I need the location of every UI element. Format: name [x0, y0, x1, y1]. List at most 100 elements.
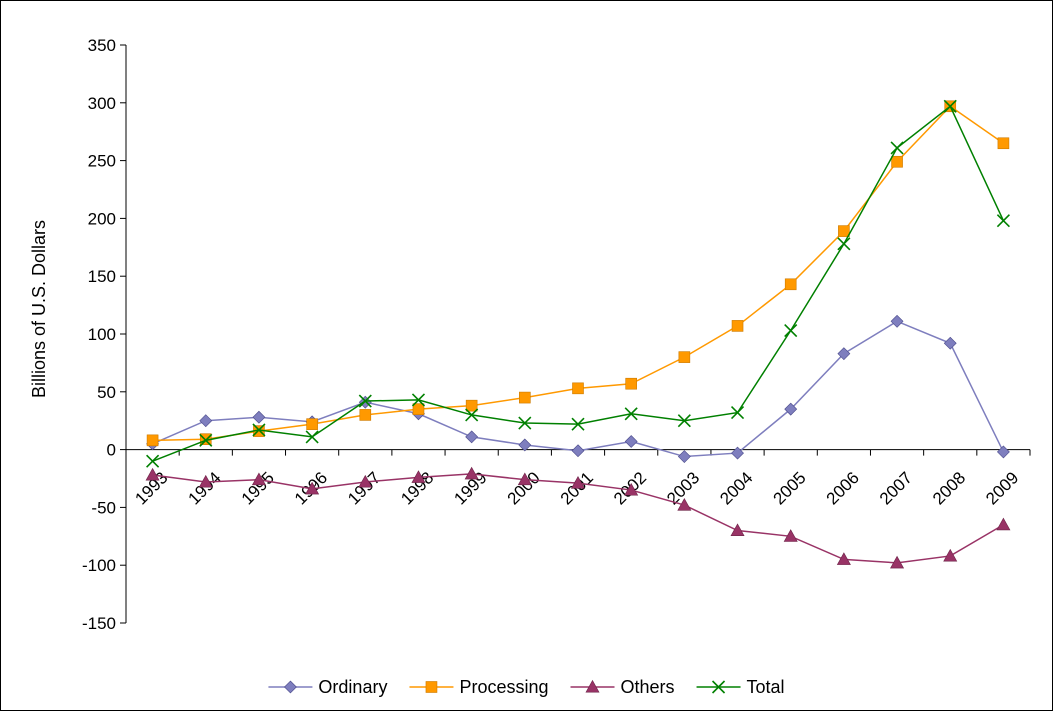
data-point-others: [943, 548, 958, 562]
legend-label: Ordinary: [318, 677, 387, 697]
data-point-ordinary: [784, 402, 798, 416]
data-point-others: [996, 517, 1011, 531]
data-point-ordinary: [996, 445, 1010, 459]
data-point-ordinary: [199, 414, 213, 428]
data-point-processing: [359, 409, 372, 421]
x-tick-label: 2008: [929, 468, 969, 508]
data-point-others: [145, 467, 160, 481]
data-point-total: [730, 406, 745, 420]
data-point-total: [252, 423, 266, 437]
x-tick-label: 2005: [770, 468, 810, 508]
legend-label: Others: [621, 677, 675, 697]
series-line-total: [152, 105, 1005, 462]
data-point-others: [783, 529, 798, 542]
data-point-processing: [838, 225, 850, 237]
legend-marker: [711, 680, 726, 694]
y-axis-title: Billions of U.S. Dollars: [29, 220, 49, 398]
y-tick-label: 350: [88, 36, 116, 55]
data-point-total: [677, 414, 691, 428]
data-point-processing: [731, 320, 744, 332]
data-point-ordinary: [465, 430, 479, 444]
data-point-processing: [412, 403, 425, 415]
data-point-others: [730, 523, 745, 537]
data-point-total: [996, 214, 1010, 228]
legend-label: Total: [747, 677, 785, 697]
data-point-total: [305, 430, 319, 444]
data-point-total: [571, 417, 585, 431]
legend-item-total: Total: [696, 677, 785, 697]
legend: Ordinary Processing Others Total: [268, 677, 785, 697]
data-point-processing: [146, 434, 159, 447]
y-tick-label: 250: [88, 152, 116, 171]
data-point-ordinary: [837, 347, 851, 361]
x-tick-label: 2004: [716, 468, 756, 508]
x-tick-label: 1994: [185, 468, 225, 508]
x-tick-label: 2009: [982, 468, 1022, 508]
data-point-total: [624, 407, 638, 421]
series-total: [146, 99, 1010, 468]
series-processing: [146, 100, 1010, 447]
series-others: [145, 466, 1011, 569]
legend-item-processing: Processing: [409, 677, 549, 697]
data-point-processing: [625, 377, 637, 390]
series-layer: [145, 99, 1011, 569]
data-point-ordinary: [624, 435, 638, 448]
data-point-total: [943, 99, 957, 113]
data-point-others: [570, 476, 586, 489]
x-tick-label: 2000: [504, 468, 544, 508]
data-point-processing: [891, 155, 903, 168]
data-point-others: [198, 474, 213, 488]
y-tick-label: -100: [82, 556, 116, 575]
data-point-total: [411, 393, 426, 407]
data-point-others: [677, 497, 692, 511]
data-point-others: [411, 470, 426, 483]
data-point-ordinary: [890, 314, 904, 328]
data-point-ordinary: [252, 410, 266, 424]
data-point-others: [305, 481, 320, 495]
data-point-processing: [997, 137, 1010, 150]
data-point-others: [624, 482, 639, 496]
data-point-total: [465, 408, 479, 422]
legend-item-ordinary: Ordinary: [268, 677, 387, 697]
data-point-total: [146, 454, 160, 468]
data-point-ordinary: [518, 438, 532, 452]
y-tick-label: 50: [97, 383, 116, 402]
data-point-processing: [306, 418, 318, 430]
legend-marker: [585, 679, 600, 693]
data-point-others: [517, 472, 532, 486]
y-tick-label: 100: [88, 325, 116, 344]
data-point-ordinary: [943, 336, 957, 350]
legend-marker: [425, 681, 438, 693]
x-tick-label: 2006: [823, 468, 863, 508]
axes: [125, 45, 1030, 623]
y-tick-label: 0: [107, 441, 116, 460]
data-point-others: [251, 472, 266, 486]
data-point-ordinary: [731, 446, 744, 460]
data-point-processing: [572, 382, 584, 395]
x-tick-label: 1997: [344, 468, 384, 508]
y-tick-label: 150: [88, 267, 116, 286]
data-point-others: [890, 555, 905, 569]
data-point-processing: [465, 399, 478, 412]
data-point-others: [836, 552, 851, 565]
y-tick-label: -150: [82, 614, 116, 633]
data-point-ordinary: [358, 395, 372, 409]
data-point-total: [199, 433, 213, 447]
data-point-ordinary: [677, 450, 691, 463]
legend-label: Processing: [459, 677, 548, 697]
data-point-others: [358, 474, 373, 488]
data-point-processing: [678, 351, 691, 363]
data-point-ordinary: [571, 444, 585, 458]
x-tick-label: 2007: [876, 468, 916, 508]
data-point-processing: [784, 278, 797, 291]
data-point-total: [518, 416, 532, 430]
data-point-total: [358, 394, 372, 408]
data-point-others: [464, 466, 479, 480]
y-tick-label: 200: [88, 209, 116, 228]
y-tick-label: 300: [88, 94, 116, 113]
legend-item-others: Others: [570, 677, 675, 697]
data-point-processing: [519, 391, 531, 404]
legend-marker: [284, 680, 297, 694]
